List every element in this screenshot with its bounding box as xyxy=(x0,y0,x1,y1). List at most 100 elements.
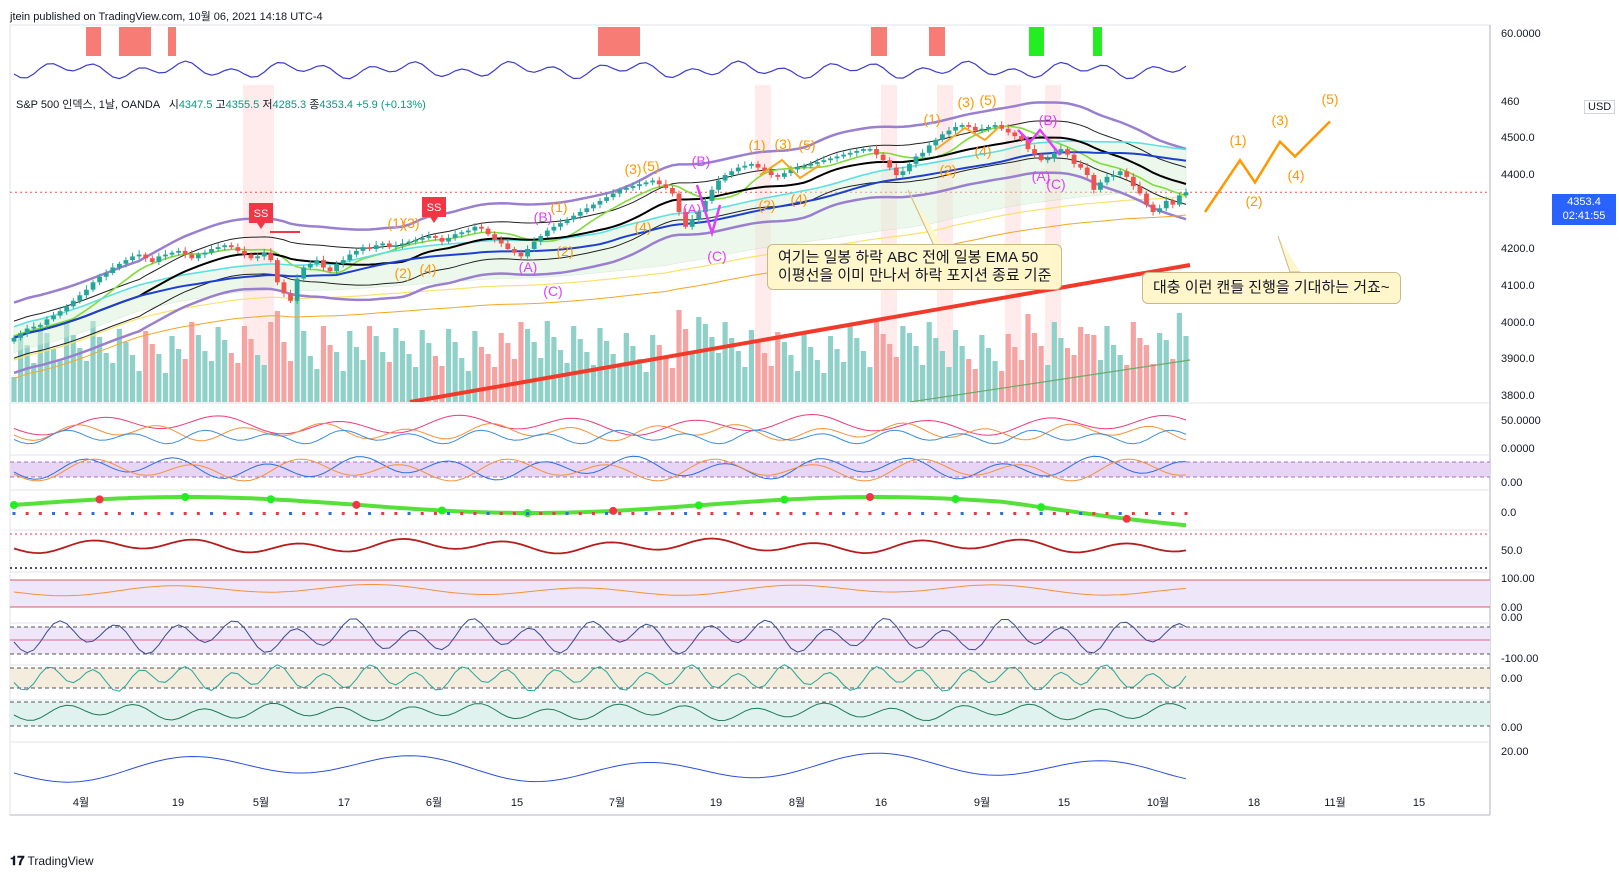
time-tick-label: 19 xyxy=(710,797,722,809)
volume-bar xyxy=(571,326,577,402)
candle-body xyxy=(637,184,642,187)
candle-body xyxy=(353,250,359,255)
volume-bar xyxy=(959,346,965,402)
volume-bar xyxy=(775,332,781,402)
signal-box xyxy=(929,27,945,56)
pane-scale-label: 50.0000 xyxy=(1501,415,1541,427)
candle-body xyxy=(268,252,274,261)
volume-bar xyxy=(867,367,873,402)
candle-body xyxy=(643,182,649,185)
time-tick-label: 17 xyxy=(338,797,350,809)
candle-body xyxy=(347,254,353,261)
volume-bar xyxy=(636,359,643,402)
symbol-legend[interactable]: S&P 500 인덱스, 1날, OANDA 시4347.5 고4355.5 저… xyxy=(16,96,426,112)
candle-body xyxy=(413,239,419,242)
pane3-histogram xyxy=(328,512,332,515)
volume-bar xyxy=(1176,313,1183,402)
candle-body xyxy=(472,226,478,231)
volume-bar xyxy=(327,345,333,402)
candle-body xyxy=(617,189,623,194)
wave-label: (A) xyxy=(519,259,538,275)
candle-body xyxy=(900,171,906,175)
volume-bar xyxy=(1045,365,1051,402)
volume-bar xyxy=(1025,314,1031,402)
candle-body xyxy=(156,256,162,262)
currency-badge[interactable]: USD xyxy=(1584,100,1616,114)
volume-bar xyxy=(696,317,702,402)
volume-bar xyxy=(821,373,827,402)
bollinger-lower xyxy=(13,171,1187,375)
volume-bar xyxy=(972,369,978,402)
candle-body xyxy=(683,212,688,227)
pane7-line xyxy=(13,664,1187,692)
candle-body xyxy=(729,171,735,175)
candle-body xyxy=(248,254,254,259)
pane2-line-blue xyxy=(13,455,1187,481)
pane7-band xyxy=(10,668,1490,688)
volume-bar xyxy=(64,323,70,402)
candle-body xyxy=(788,169,794,174)
volume-bar xyxy=(590,365,597,402)
volume-bar xyxy=(603,341,610,402)
signal-box xyxy=(1029,27,1044,56)
volume-bar xyxy=(623,333,629,402)
volume-bar xyxy=(1163,340,1169,402)
time-tick-label: 4월 xyxy=(73,796,89,809)
candle-body xyxy=(597,200,603,205)
candle-body xyxy=(288,293,293,301)
price-tick-label: 4400.0 xyxy=(1501,169,1535,181)
candle-body xyxy=(307,263,313,268)
wave-label: (A) xyxy=(1032,168,1051,184)
pane8-band xyxy=(10,702,1490,726)
wave-label: (A) xyxy=(683,201,702,217)
volume-bar xyxy=(702,324,708,402)
volume-bar xyxy=(123,342,129,402)
volume-bar xyxy=(755,340,761,402)
pane3-histogram xyxy=(868,512,872,515)
pane3-histogram xyxy=(1039,512,1043,515)
volume-bar xyxy=(946,367,952,402)
close-label: 종 xyxy=(309,99,320,111)
wave-label: (5) xyxy=(642,158,659,174)
volume-bar xyxy=(320,326,327,402)
annotation-note-abc-line1: 여기는 일봉 하락 ABC 전에 일봉 EMA 50 xyxy=(778,249,1039,266)
volume-bar xyxy=(452,342,458,402)
candle-body xyxy=(623,187,629,190)
volume-bar xyxy=(162,373,169,402)
volume-bar xyxy=(274,311,280,402)
tradingview-logo[interactable]: 𝟏𝟕 TradingView xyxy=(10,853,94,869)
volume-bar xyxy=(617,367,623,402)
pane3-signal-dot xyxy=(266,495,275,504)
ema-blue-line xyxy=(13,151,1187,339)
candle-body xyxy=(689,219,695,227)
candle-body xyxy=(1150,204,1156,212)
candle-body xyxy=(874,149,879,155)
volume-bar xyxy=(37,326,43,402)
volume-bar xyxy=(406,354,412,402)
wave-label: (1) xyxy=(923,111,940,127)
volume-bar xyxy=(781,342,787,402)
candle-body xyxy=(222,245,228,248)
volume-bar xyxy=(445,329,452,402)
pane3-histogram xyxy=(236,512,240,515)
candle-body xyxy=(959,125,965,127)
volume-bar xyxy=(17,332,24,402)
highlight-band xyxy=(1005,85,1021,402)
volume-bar xyxy=(228,353,234,402)
pane-scale-label: 0.00 xyxy=(1501,602,1522,614)
pane3-histogram xyxy=(1000,512,1004,515)
annotation-note-forecast[interactable]: 대충 이런 캔들 진행을 기대하는 거죠~ xyxy=(1142,272,1401,304)
candle-body xyxy=(1065,149,1070,155)
volume-bar xyxy=(1124,365,1130,402)
candle-body xyxy=(400,243,405,246)
wave-label: (5) xyxy=(798,137,815,153)
pane3-histogram xyxy=(605,512,609,515)
candle-body xyxy=(37,324,43,327)
time-tick-label: 16 xyxy=(875,797,887,809)
volume-bar xyxy=(248,339,254,402)
wave-label: (2) xyxy=(939,162,956,178)
annotation-note-abc[interactable]: 여기는 일봉 하락 ABC 전에 일봉 EMA 50 이평선을 이미 만나서 하… xyxy=(767,244,1063,290)
pane3-histogram xyxy=(749,512,753,515)
candle-body xyxy=(591,204,596,209)
volume-bar xyxy=(999,371,1005,402)
